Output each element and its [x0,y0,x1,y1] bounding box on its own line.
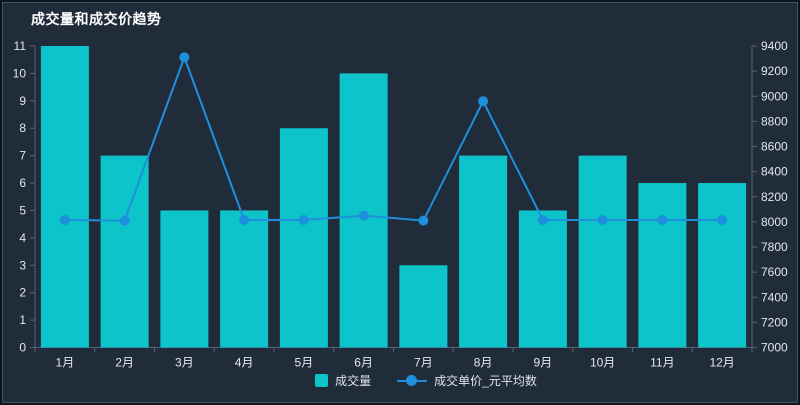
legend-item-price[interactable]: 成交单价_元平均数 [397,372,537,389]
x-axis-label-8月: 8月 [474,356,493,370]
y-left-tick-label: 5 [19,203,26,217]
bar-6月[interactable] [339,73,388,348]
line-point-11月[interactable] [657,214,668,225]
y-left-tick-label: 2 [19,286,26,300]
bar-4月[interactable] [220,210,269,348]
line-point-6月[interactable] [358,210,369,221]
y-left-tick-label: 7 [19,149,26,163]
line-point-10月[interactable] [597,214,608,225]
line-point-7月[interactable] [418,215,429,226]
bar-10月[interactable] [578,155,627,348]
line-point-5月[interactable] [298,214,309,225]
y-right-tick-label: 8600 [761,140,788,154]
y-left-tick-label: 1 [19,313,26,327]
y-right-tick-label: 7800 [761,240,788,254]
bar-7月[interactable] [399,265,448,348]
y-left-tick-label: 0 [19,341,26,355]
bar-1月[interactable] [40,46,89,348]
legend-item-volume[interactable]: 成交量 [315,372,371,389]
y-right-tick-label: 7600 [761,265,788,279]
bar-2月[interactable] [100,155,149,348]
line-point-3月[interactable] [179,52,190,63]
line-point-2月[interactable] [119,215,130,226]
bar-3月[interactable] [160,210,209,348]
x-axis-label-10月: 10月 [590,356,615,370]
y-left-tick-label: 9 [19,94,26,108]
y-right-tick-label: 9200 [761,64,788,78]
x-axis-label-11月: 11月 [650,356,674,370]
bar-12月[interactable] [698,183,747,348]
y-left-tick-label: 8 [19,121,26,135]
x-axis-label-5月: 5月 [295,356,314,370]
y-right-tick-label: 8000 [761,215,788,229]
bar-9月[interactable] [518,210,567,348]
legend: 成交量 成交单价_元平均数 [26,372,800,389]
x-axis-label-12月: 12月 [709,356,734,370]
y-left-tick-label: 4 [19,231,26,245]
y-right-tick-label: 8800 [761,114,788,128]
line-series-swatch-icon [397,374,428,387]
x-axis-label-6月: 6月 [354,356,373,370]
chart-title: 成交量和成交价趋势 [31,11,162,27]
y-right-tick-label: 8200 [761,190,788,204]
x-axis-label-3月: 3月 [175,356,194,370]
price-line [64,54,723,222]
y-left-tick-label: 11 [14,39,27,53]
y-right-tick-label: 7400 [761,290,788,304]
x-axis-label-4月: 4月 [235,356,254,370]
y-right-tick-label: 7200 [761,315,788,329]
legend-label-price: 成交单价_元平均数 [434,374,537,388]
y-left-tick-label: 10 [13,66,27,80]
line-point-8月[interactable] [478,96,489,107]
x-axis-label-9月: 9月 [534,356,553,370]
y-right-tick-label: 9000 [761,89,788,103]
bar-11月[interactable] [638,183,687,348]
y-right-tick-label: 8400 [761,165,788,179]
line-point-9月[interactable] [537,214,548,225]
bar-5月[interactable] [279,128,328,348]
y-left-tick-label: 3 [19,258,26,272]
line-point-1月[interactable] [59,214,70,225]
bar-series-swatch-icon [315,374,329,387]
bar-8月[interactable] [459,155,508,348]
y-left-tick-label: 6 [19,176,26,190]
y-right-tick-label: 9400 [761,39,788,53]
line-point-4月[interactable] [239,214,250,225]
x-axis-label-7月: 7月 [414,356,433,370]
line-point-12月[interactable] [717,214,728,225]
x-axis-label-2月: 2月 [115,356,134,370]
x-axis-label-1月: 1月 [56,356,75,370]
y-right-tick-label: 7000 [761,341,788,355]
legend-label-volume: 成交量 [335,374,372,388]
